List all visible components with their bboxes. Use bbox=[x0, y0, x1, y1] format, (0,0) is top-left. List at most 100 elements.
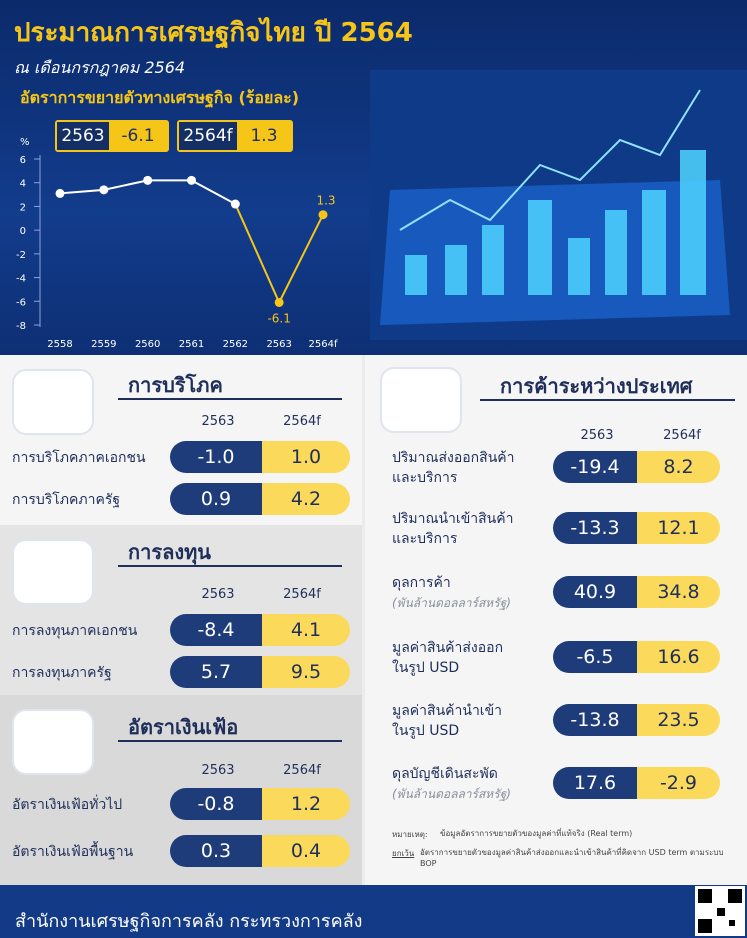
qr-code bbox=[695, 886, 745, 936]
value-cell: -2.9 bbox=[637, 767, 720, 799]
row-label: ปริมาณส่งออกสินค้า bbox=[392, 450, 515, 466]
data-point bbox=[143, 175, 153, 185]
data-point bbox=[187, 175, 196, 185]
row-label: อัตราเงินเฟ้อพื้นฐาน bbox=[12, 844, 134, 860]
row-label: การลงทุนภาครัฐ bbox=[12, 665, 112, 681]
value-cell: -0.8 bbox=[170, 788, 262, 820]
value-cell: 9.5 bbox=[262, 656, 350, 688]
section-title: อัตราเงินเฟ้อ bbox=[128, 715, 239, 739]
highlight-value: -6.1 bbox=[121, 126, 155, 146]
y-tick-label: -2 bbox=[16, 250, 26, 261]
note-text: ข้อมูลอัตราการขยายตัวของมูลค่าที่แท้จริง… bbox=[440, 829, 633, 838]
section-icon bbox=[12, 369, 94, 435]
value-cell: 40.9 bbox=[553, 576, 637, 608]
section-underline bbox=[118, 740, 342, 742]
line-segment bbox=[234, 203, 324, 305]
row-label: ปริมาณนำเข้าสินค้า bbox=[392, 511, 514, 527]
row-unit: (พันล้านดอลลาร์สหรัฐ) bbox=[392, 596, 511, 610]
y-tick-label: -8 bbox=[16, 321, 26, 332]
row-label: การลงทุนภาคเอกชน bbox=[12, 623, 138, 639]
section-title: การลงทุน bbox=[128, 540, 211, 564]
column-header: 2564f bbox=[283, 587, 321, 602]
decor-bars bbox=[405, 150, 706, 295]
data-line bbox=[60, 180, 323, 302]
value-cell: -1.0 bbox=[170, 441, 262, 473]
row-unit: (พันล้านดอลลาร์สหรัฐ) bbox=[392, 787, 511, 801]
row-label: ในรูป USD bbox=[392, 660, 460, 676]
x-tick-label: 2563 bbox=[266, 339, 291, 350]
section-title: การบริโภค bbox=[128, 373, 223, 397]
decor-line bbox=[399, 89, 701, 231]
value-cell: -13.3 bbox=[553, 512, 637, 544]
data-point bbox=[55, 188, 65, 198]
data-point bbox=[99, 185, 109, 195]
highlight-label: 2564f bbox=[179, 122, 237, 150]
y-tick-label: 4 bbox=[20, 179, 26, 190]
page-title: ประมาณการเศรษฐกิจไทย ปี 2564 bbox=[14, 18, 413, 48]
value-cell: 0.4 bbox=[262, 835, 350, 867]
data-point bbox=[274, 297, 284, 307]
x-tick-label: 2564f bbox=[309, 339, 338, 350]
highlight-value: 1.3 bbox=[250, 126, 278, 146]
section-icon bbox=[12, 539, 94, 605]
section-icon bbox=[380, 367, 462, 433]
row-label: มูลค่าสินค้าส่งออก bbox=[392, 640, 504, 656]
value-cell: 17.6 bbox=[553, 767, 637, 799]
section-underline bbox=[118, 398, 342, 400]
section-icon bbox=[12, 709, 94, 775]
y-tick-label: -6 bbox=[16, 297, 26, 308]
row-label: ดุลบัญชีเดินสะพัด bbox=[392, 766, 498, 782]
value-cell: 0.9 bbox=[170, 483, 262, 515]
row-label: การบริโภคภาคเอกชน bbox=[12, 450, 146, 466]
value-cell: 34.8 bbox=[637, 576, 720, 608]
x-tick-label: 2558 bbox=[47, 339, 72, 350]
value-cell: 1.0 bbox=[262, 441, 350, 473]
value-cell: -19.4 bbox=[553, 451, 637, 483]
footer-panel bbox=[0, 885, 747, 938]
x-tick-label: 2561 bbox=[179, 339, 204, 350]
highlight-label: 2563 bbox=[57, 122, 109, 150]
decor-image bbox=[370, 70, 747, 340]
chart: อัตราการขยายตัวทางเศรษฐกิจ (ร้อยละ) % -8… bbox=[16, 88, 338, 350]
column-header: 2564f bbox=[663, 428, 701, 443]
row-label: การบริโภคภาครัฐ bbox=[12, 492, 121, 508]
page-subtitle: ณ เดือนกรกฎาคม 2564 bbox=[14, 58, 186, 77]
column-header: 2564f bbox=[283, 763, 321, 778]
y-axis-label: % bbox=[20, 137, 30, 148]
y-tick-label: 2 bbox=[20, 202, 26, 213]
x-tick-label: 2562 bbox=[223, 339, 248, 350]
row-label: ดุลการค้า bbox=[392, 575, 451, 591]
y-tick-label: 6 bbox=[20, 155, 26, 166]
row-label: และบริการ bbox=[392, 470, 458, 486]
y-tick-label: -4 bbox=[16, 274, 26, 285]
value-cell: 23.5 bbox=[637, 704, 720, 736]
value-cell: -6.5 bbox=[553, 641, 637, 673]
section-underline bbox=[118, 565, 342, 567]
column-header: 2563 bbox=[201, 587, 235, 602]
value-cell: 16.6 bbox=[637, 641, 720, 673]
data-label: 1.3 bbox=[316, 194, 335, 208]
footer-text: สำนักงานเศรษฐกิจการคลัง กระทรวงการคลัง bbox=[15, 911, 363, 932]
value-cell: 4.1 bbox=[262, 614, 350, 646]
note-text: อัตราการขยายตัวของมูลค่าสินค้าส่งออกและน… bbox=[420, 848, 724, 868]
data-point bbox=[318, 210, 328, 220]
value-cell: 1.2 bbox=[262, 788, 350, 820]
column-header: 2563 bbox=[201, 763, 235, 778]
note-label: หมายเหตุ: bbox=[392, 830, 428, 839]
row-label: อัตราเงินเฟ้อทั่วไป bbox=[12, 797, 123, 813]
section-title: การค้าระหว่างประเทศ bbox=[500, 374, 693, 398]
data-point bbox=[230, 199, 240, 209]
value-cell: 12.1 bbox=[637, 512, 720, 544]
chart-title: อัตราการขยายตัวทางเศรษฐกิจ (ร้อยละ) bbox=[20, 88, 299, 108]
x-tick-label: 2560 bbox=[135, 339, 160, 350]
column-header: 2564f bbox=[283, 414, 321, 429]
value-cell: 8.2 bbox=[637, 451, 720, 483]
section-underline bbox=[480, 399, 735, 401]
decor-platform bbox=[380, 180, 730, 325]
data-label: -6.1 bbox=[267, 311, 290, 325]
value-cell: 0.3 bbox=[170, 835, 262, 867]
value-cell: 4.2 bbox=[262, 483, 350, 515]
value-cell: -8.4 bbox=[170, 614, 262, 646]
column-header: 2563 bbox=[580, 428, 614, 443]
